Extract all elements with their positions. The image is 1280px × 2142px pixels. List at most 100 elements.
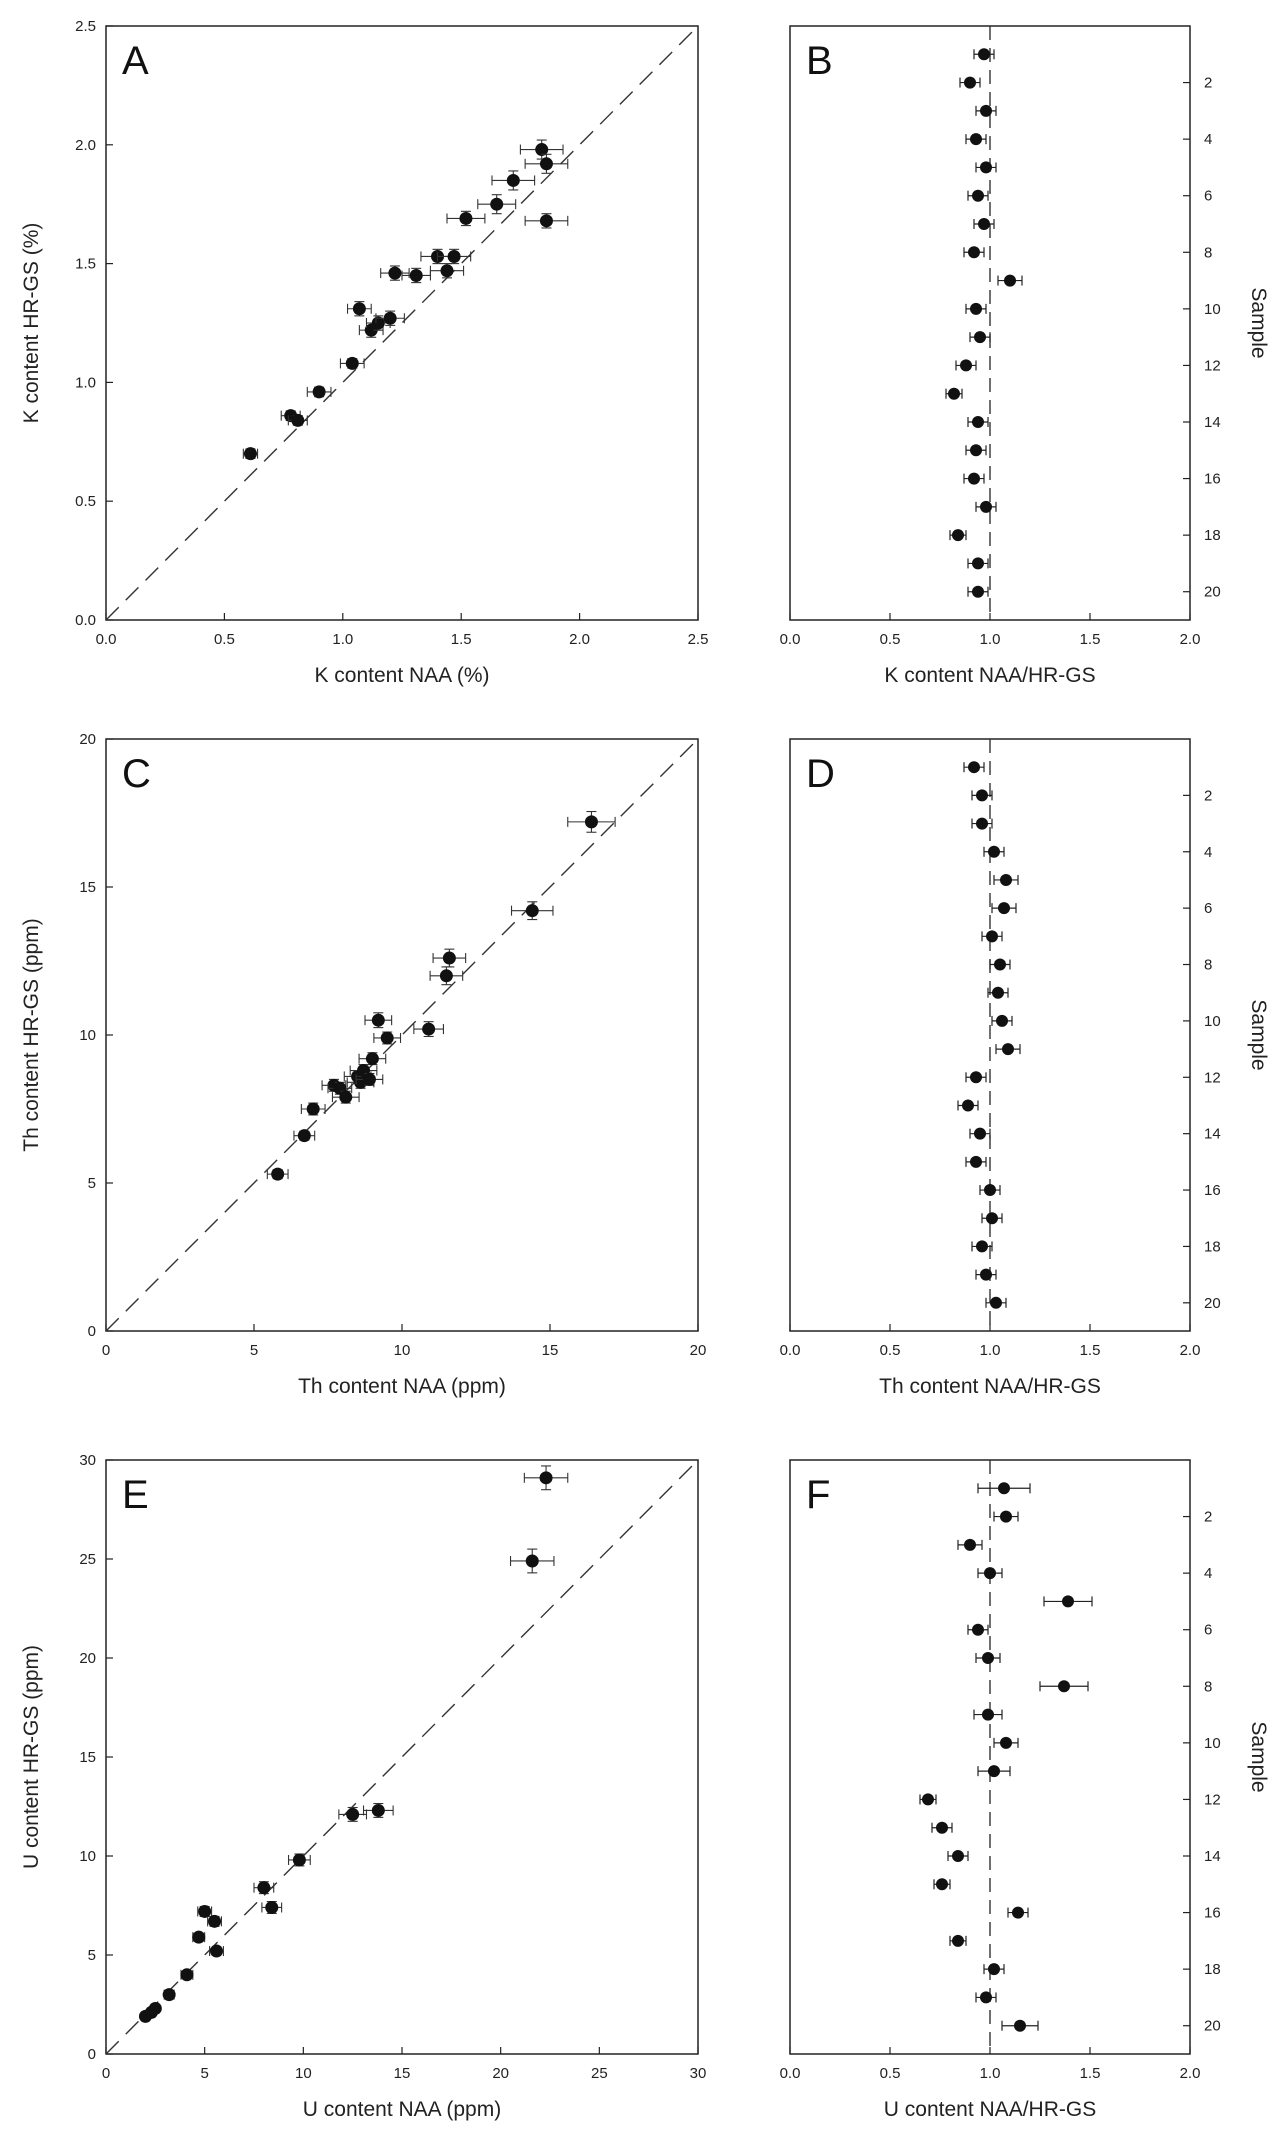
y-tick-label: 16	[1204, 1182, 1221, 1199]
y-axis-label: K content HR-GS (%)	[20, 223, 43, 424]
point-marker	[380, 1031, 394, 1045]
data-point	[209, 1944, 224, 1958]
data-point	[192, 1930, 206, 1944]
data-point	[967, 557, 989, 570]
data-point	[1043, 1595, 1093, 1608]
point-marker	[970, 1155, 982, 1168]
point-marker	[1062, 1595, 1074, 1608]
x-axis-label: U content NAA/HR-GS	[884, 2098, 1096, 2121]
data-point	[947, 1850, 969, 1862]
point-marker	[208, 1914, 222, 1928]
point-marker	[525, 904, 539, 918]
data-point	[959, 76, 981, 89]
y-axis-label: Sample	[1247, 1721, 1270, 1792]
point-marker	[192, 1930, 206, 1944]
panel-f: 0.0 0.5 1.0 1.5 2.0 2 4 6 8 10 12 14 16 18 20 F U cont…	[780, 1459, 1270, 2121]
y-tick-label: 15	[79, 1749, 96, 1766]
data-point	[266, 1167, 289, 1181]
data-point	[524, 153, 569, 174]
data-point	[967, 585, 989, 598]
point-marker	[306, 1102, 320, 1116]
data-point	[306, 385, 332, 399]
y-tick-label: 16	[1204, 471, 1221, 488]
data-point	[973, 218, 995, 230]
data-point	[365, 315, 391, 331]
panel-letter: C	[122, 752, 151, 796]
data-point	[965, 444, 987, 457]
x-tick-label: 0.0	[96, 631, 117, 648]
point-marker	[960, 359, 972, 372]
y-tick-label: 10	[79, 1848, 96, 1865]
y-tick-label: 20	[1204, 2018, 1221, 2035]
point-marker	[964, 76, 976, 89]
y-tick-label: 18	[1204, 1238, 1221, 1255]
y-tick-label: 2	[1204, 75, 1212, 92]
point-marker	[1000, 1736, 1012, 1749]
data-point	[1001, 2019, 1039, 2032]
x-tick-label: 1.0	[980, 631, 1001, 648]
data-point	[977, 1567, 1003, 1580]
data-point	[242, 447, 259, 461]
data-point	[973, 48, 995, 61]
point-marker	[952, 529, 964, 542]
x-axis-label: K content NAA (%)	[314, 664, 489, 687]
point-marker	[982, 1652, 994, 1664]
y-tick-label: 4	[1204, 1565, 1212, 1582]
data-point	[967, 1623, 989, 1636]
data-point	[945, 387, 963, 400]
data-point	[963, 761, 985, 774]
data-point	[957, 1538, 983, 1551]
x-tick-label: 2.0	[1180, 631, 1201, 648]
x-tick-label: 10	[295, 2065, 312, 2082]
y-tick-label: 16	[1204, 1905, 1221, 1922]
point-marker	[974, 331, 986, 344]
data-point	[339, 356, 365, 370]
data-point	[983, 845, 1005, 858]
y-tick-label: 6	[1204, 1622, 1212, 1639]
y-tick-label: 20	[79, 731, 96, 748]
point-marker	[936, 1878, 948, 1891]
point-marker	[978, 48, 990, 61]
data-point	[993, 1510, 1019, 1523]
point-marker	[970, 302, 982, 315]
y-tick-label: 14	[1204, 1848, 1221, 1865]
data-point	[197, 1904, 213, 1918]
y-tick-label: 4	[1204, 131, 1212, 148]
point-marker	[525, 1554, 539, 1568]
point-marker	[506, 173, 520, 187]
point-marker	[339, 1090, 353, 1104]
data-point	[375, 310, 405, 326]
data-point	[965, 1155, 987, 1168]
point-marker	[365, 1052, 379, 1066]
point-marker	[539, 1471, 553, 1485]
data-point	[949, 1934, 967, 1947]
data-point	[429, 966, 464, 986]
point-marker	[1000, 873, 1012, 886]
x-tick-label: 0.5	[880, 2065, 901, 2082]
data-point	[362, 1802, 394, 1818]
point-marker	[936, 1821, 948, 1834]
x-tick-label: 0	[102, 1342, 110, 1359]
point-marker	[970, 133, 982, 146]
point-marker	[972, 416, 984, 428]
y-tick-label: 20	[79, 1650, 96, 1667]
panel-a: 0.0 0.5 1.0 1.5 2.0 2.5 0.0 0.5 1.0 1.5 2.0 2.5 A K…	[20, 18, 708, 687]
point-marker	[978, 218, 990, 230]
point-marker	[371, 1013, 385, 1027]
x-tick-label: 25	[591, 2065, 608, 2082]
data-point	[991, 902, 1017, 915]
data-point	[969, 1127, 991, 1140]
data-point	[975, 1652, 1001, 1664]
data-point	[963, 246, 985, 259]
point-marker	[388, 266, 402, 280]
data-point	[975, 500, 997, 513]
panel-letter: D	[806, 752, 835, 796]
y-tick-label: 4	[1204, 844, 1212, 861]
point-marker	[984, 1567, 996, 1580]
x-tick-label: 0	[102, 2065, 110, 2082]
data-point	[965, 133, 987, 146]
data-point	[993, 1736, 1019, 1749]
y-tick-label: 18	[1204, 1961, 1221, 1978]
point-marker	[210, 1944, 224, 1958]
data-point	[989, 958, 1011, 971]
